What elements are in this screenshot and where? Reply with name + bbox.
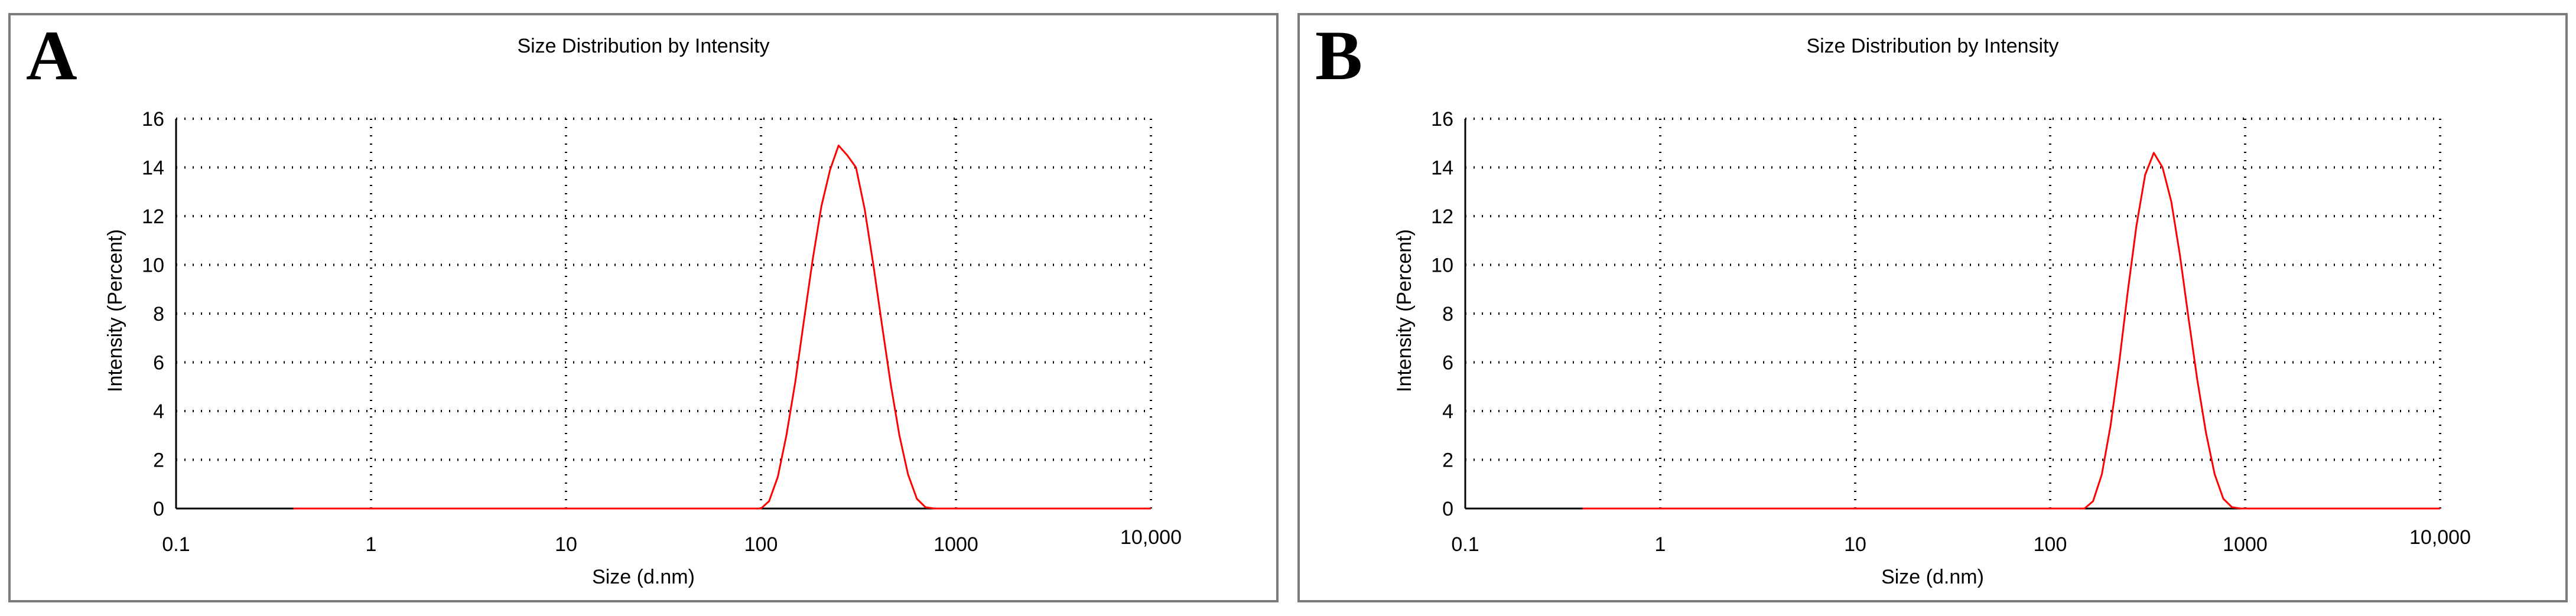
x-tick-label: 100 xyxy=(2034,533,2067,556)
panel-label-a: A xyxy=(26,16,77,94)
x-axis-label: Size (d.nm) xyxy=(592,566,695,588)
y-axis-label: Intensity (Percent) xyxy=(104,229,126,392)
y-tick-label: 0 xyxy=(153,498,164,520)
x-tick-label: 1 xyxy=(366,533,377,556)
y-tick-label: 6 xyxy=(153,352,164,374)
series-line xyxy=(1582,152,2440,510)
chart-a: Size Distribution by Intensity Size (d.n… xyxy=(104,35,1182,588)
chart-panel-a: A Size Distribution by Intensity Size (d… xyxy=(8,13,1279,602)
y-tick-label: 6 xyxy=(1442,352,1453,374)
y-tick-label: 4 xyxy=(153,400,164,423)
chart-b: Size Distribution by Intensity Size (d.n… xyxy=(1393,35,2471,588)
x-tick-label: 10 xyxy=(1844,533,1866,556)
x-tick-label: 10,000 xyxy=(1120,526,1182,549)
y-axis-label: Intensity (Percent) xyxy=(1393,229,1416,392)
y-tick-label: 2 xyxy=(153,449,164,472)
y-tick-label: 8 xyxy=(1442,303,1453,325)
y-tick-label: 10 xyxy=(1431,255,1453,277)
plot-area: 0 2 4 6 8 10 12 14 16 0.1 1 10 100 1000 10,000 xyxy=(1431,108,2471,556)
x-tick-label: 10 xyxy=(555,533,577,556)
y-tick-label: 4 xyxy=(1442,400,1453,423)
y-tick-label: 10 xyxy=(142,255,164,277)
panel-label-b: B xyxy=(1315,16,1363,94)
y-tick-label: 14 xyxy=(1431,157,1453,180)
y-tick-label: 12 xyxy=(1431,206,1453,228)
x-tick-label: 1000 xyxy=(2223,533,2268,556)
x-tick-label: 0.1 xyxy=(162,533,190,556)
plot-area: 0 2 4 6 8 10 12 14 16 0.1 1 10 100 1000 10,000 xyxy=(142,108,1182,556)
y-tick-label: 0 xyxy=(1442,498,1453,520)
y-tick-label: 8 xyxy=(153,303,164,325)
x-tick-label: 1000 xyxy=(934,533,978,556)
chart-title: Size Distribution by Intensity xyxy=(1806,35,2058,57)
y-tick-label: 16 xyxy=(142,108,164,131)
y-tick-label: 16 xyxy=(1431,108,1453,131)
chart-panel-b: B Size Distribution by Intensity Size (d… xyxy=(1297,13,2568,602)
x-tick-label: 10,000 xyxy=(2409,526,2471,549)
chart-title: Size Distribution by Intensity xyxy=(517,35,769,57)
y-tick-label: 14 xyxy=(142,157,164,180)
x-axis-label: Size (d.nm) xyxy=(1881,566,1984,588)
x-tick-label: 100 xyxy=(744,533,778,556)
y-tick-label: 12 xyxy=(142,206,164,228)
x-tick-label: 0.1 xyxy=(1451,533,1479,556)
y-tick-label: 2 xyxy=(1442,449,1453,472)
x-tick-label: 1 xyxy=(1655,533,1666,556)
series-line xyxy=(293,144,1151,510)
